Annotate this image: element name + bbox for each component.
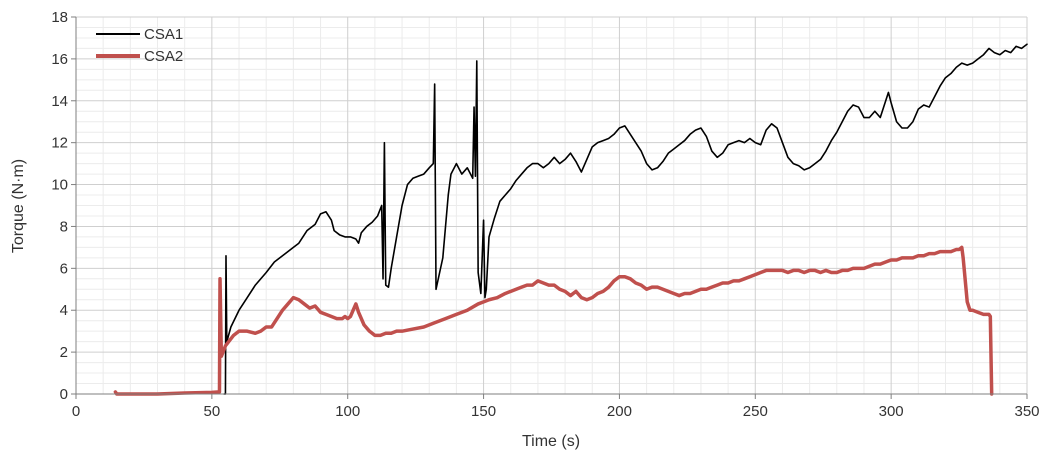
x-tick-label: 50 — [204, 403, 221, 420]
series-layer — [113, 43, 1028, 396]
y-tick-label: 18 — [51, 9, 68, 26]
y-tick-label: 0 — [60, 386, 68, 403]
x-axis-title: Time (s) — [522, 433, 580, 450]
axes — [71, 16, 1028, 399]
x-tick-label: 250 — [743, 403, 768, 420]
y-tick-label: 8 — [60, 218, 68, 235]
x-tick-label: 200 — [607, 403, 632, 420]
series-line-csa1 — [223, 43, 1028, 395]
legend-label-csa1: CSA1 — [144, 26, 183, 43]
tick-labels: 0 50 100 150 200 250 300 350 0 2 4 6 8 10 12 14 16 18 — [51, 9, 1039, 420]
x-tick-label: 0 — [72, 403, 80, 420]
x-tick-label: 150 — [471, 403, 496, 420]
x-tick-label: 300 — [879, 403, 904, 420]
grid — [76, 16, 1028, 394]
y-tick-label: 2 — [60, 344, 68, 361]
legend: CSA1 CSA2 — [96, 26, 183, 65]
y-tick-label: 10 — [51, 177, 68, 194]
legend-label-csa2: CSA2 — [144, 48, 183, 65]
series-line-csa2 — [113, 245, 994, 396]
x-tick-label: 350 — [1014, 403, 1039, 420]
x-tick-label: 100 — [335, 403, 360, 420]
y-tick-label: 4 — [60, 302, 68, 319]
y-tick-label: 14 — [51, 93, 68, 110]
y-tick-label: 6 — [60, 260, 68, 277]
y-tick-label: 12 — [51, 135, 68, 152]
y-axis-title: Torque (N·m) — [10, 159, 27, 253]
y-tick-label: 16 — [51, 51, 68, 68]
